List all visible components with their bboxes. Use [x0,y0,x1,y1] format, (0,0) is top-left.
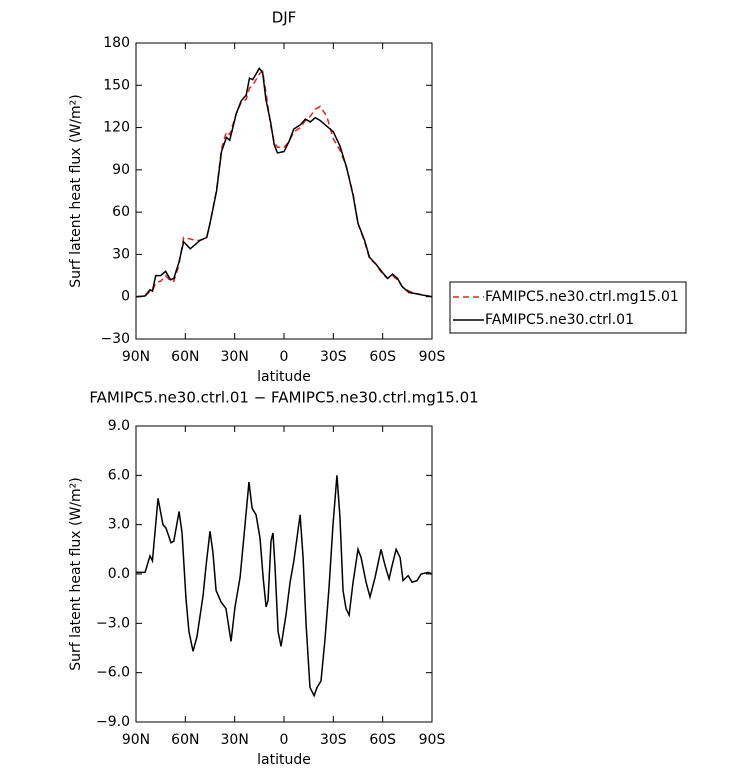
y-axis-label: Surf latent heat flux (W/m²) [68,477,84,670]
y-tick-label: −30 [100,331,130,347]
x-tick-label: 90S [419,732,446,748]
y-tick-label: 9.0 [108,418,130,434]
x-tick-label: 60N [171,732,199,748]
y-tick-label: 150 [103,77,130,93]
data-line [136,475,433,698]
x-tick-label: 30N [221,349,249,365]
legend-label: FAMIPC5.ne30.ctrl.mg15.01 [485,289,679,305]
y-tick-label: 0 [121,289,130,305]
x-tick-label: 90N [122,349,150,365]
y-tick-label: 90 [112,162,130,178]
x-tick-label: 60S [369,732,396,748]
x-tick-label: 30S [320,732,347,748]
x-tick-label: 30N [221,732,249,748]
y-tick-label: 180 [103,35,130,51]
x-tick-label: 30S [320,349,347,365]
chart-title: FAMIPC5.ne30.ctrl.01 − FAMIPC5.ne30.ctrl… [89,389,478,407]
x-axis-label: latitude [257,752,311,768]
x-tick-label: 60S [369,349,396,365]
x-tick-label: 90S [419,349,446,365]
legend-box [449,281,687,334]
chart-title: DJF [272,9,297,27]
y-tick-label: −6.0 [96,665,130,681]
x-tick-label: 0 [280,732,289,748]
x-axis-label: latitude [257,369,311,385]
y-axis-label: Surf latent heat flux (W/m²) [68,94,84,287]
x-tick-label: 90N [122,732,150,748]
y-tick-label: 0.0 [108,566,130,582]
data-line [135,69,433,298]
y-tick-label: −3.0 [96,615,130,631]
y-tick-label: 30 [112,246,130,262]
y-tick-label: 6.0 [108,467,130,483]
legend-label: FAMIPC5.ne30.ctrl.01 [485,312,634,328]
y-tick-label: 60 [112,204,130,220]
plot-frame [135,42,433,340]
x-tick-label: 60N [171,349,199,365]
x-tick-label: 0 [280,349,289,365]
y-tick-label: 120 [103,120,130,136]
y-tick-label: 3.0 [108,517,130,533]
data-line [135,67,433,298]
y-tick-label: −9.0 [96,714,130,730]
